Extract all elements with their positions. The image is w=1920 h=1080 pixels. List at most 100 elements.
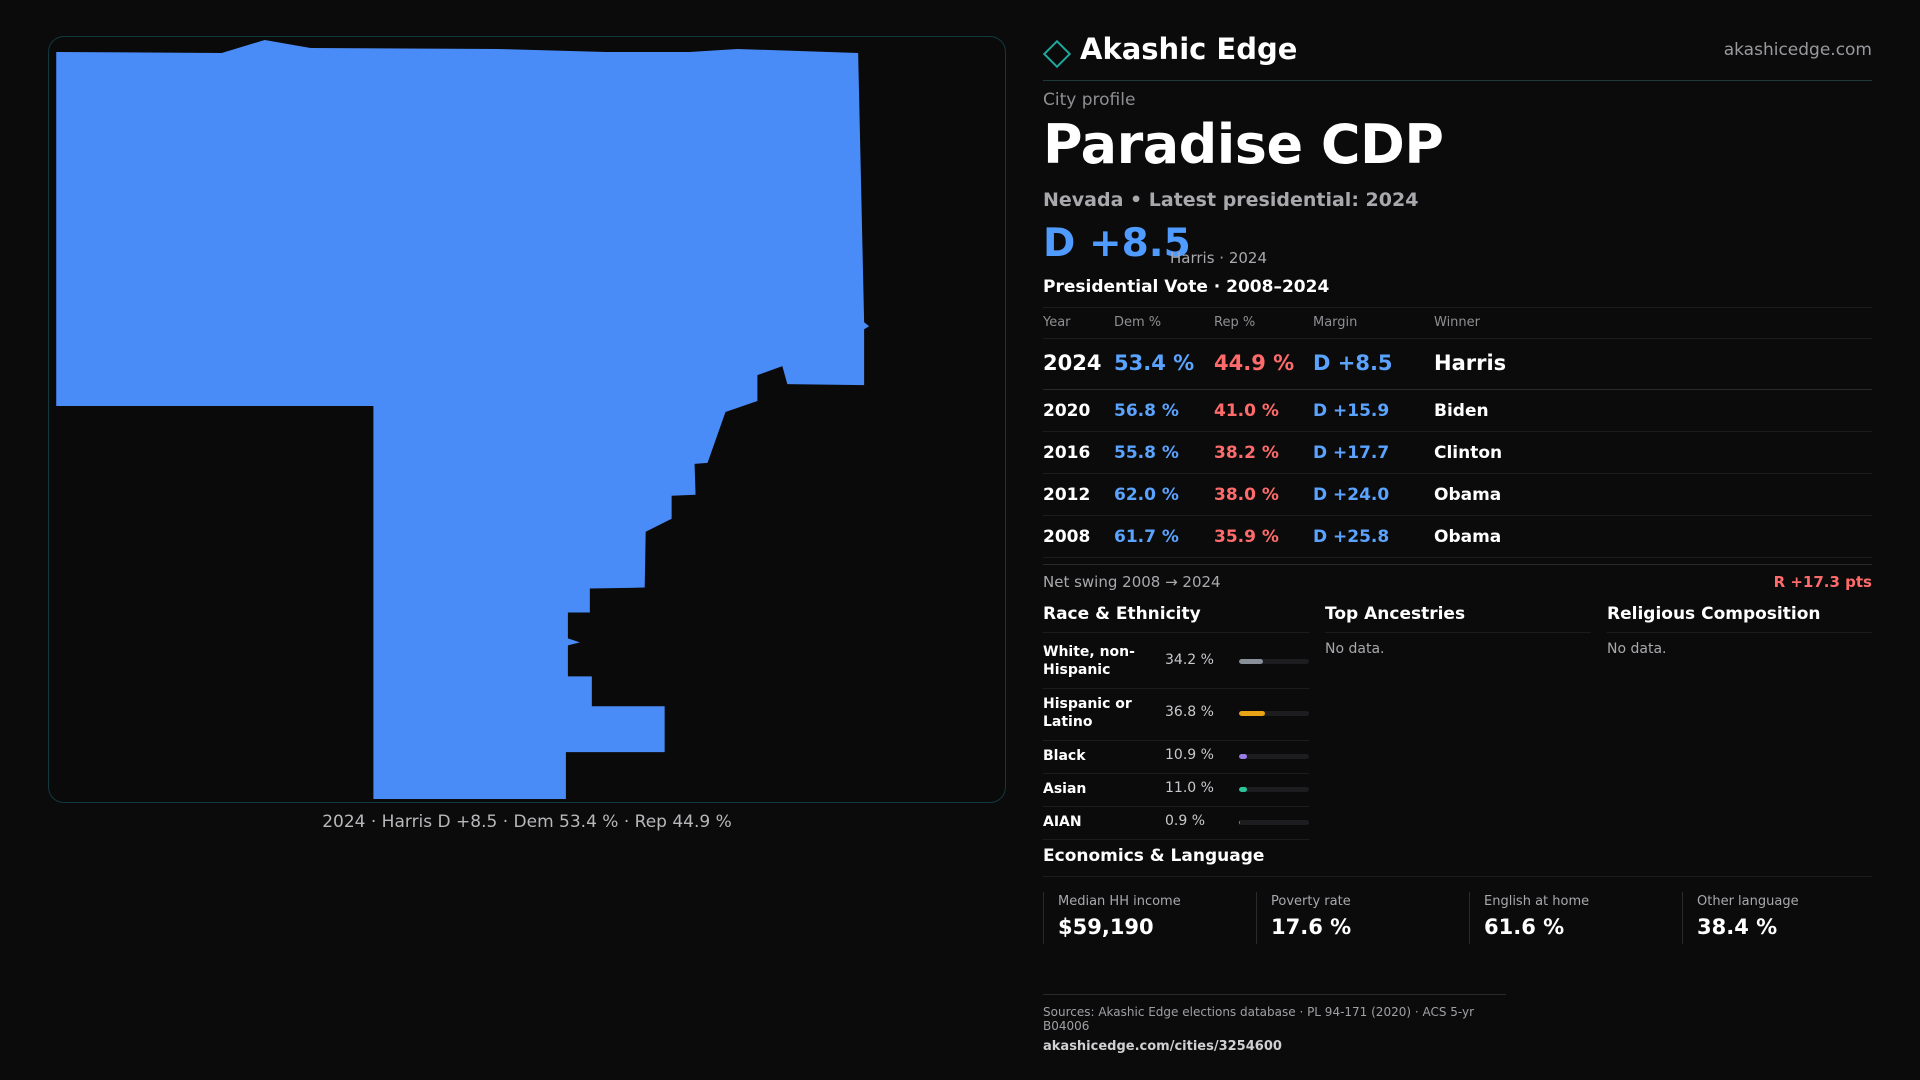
table-row: 2008 61.7 % 35.9 % D +25.8 Obama — [1043, 516, 1872, 558]
cell-winner: Biden — [1434, 401, 1489, 421]
race-label: AIAN — [1043, 814, 1082, 830]
cell-winner: Harris — [1434, 351, 1507, 375]
race-row-black: Black 10.9 % — [1043, 741, 1309, 774]
cell-year: 2008 — [1043, 527, 1091, 547]
cell-winner: Clinton — [1434, 443, 1503, 463]
race-bar — [1239, 787, 1309, 792]
city-boundary-shape — [56, 39, 870, 800]
cell-dem: 56.8 % — [1114, 401, 1179, 421]
econ-cell-poverty: Poverty rate 17.6 % — [1256, 892, 1469, 944]
race-bar-fill — [1239, 659, 1263, 664]
economics-section-title: Economics & Language — [1043, 846, 1265, 866]
race-bar-fill — [1239, 711, 1265, 716]
profile-subline: Nevada • Latest presidential: 2024 — [1043, 189, 1419, 211]
religion-section-header: Religious Composition — [1607, 600, 1872, 633]
race-bar — [1239, 659, 1309, 664]
latest-margin: D +8.5 — [1043, 221, 1191, 266]
econ-cell-other-language: Other language 38.4 % — [1682, 892, 1872, 944]
cell-margin: D +17.7 — [1313, 443, 1390, 463]
cell-margin: D +15.9 — [1313, 401, 1390, 421]
vote-section-title: Presidential Vote · 2008–2024 — [1043, 277, 1330, 297]
cell-year: 2024 — [1043, 351, 1102, 375]
source-url-link[interactable]: akashicedge.com/cities/3254600 — [1043, 1039, 1282, 1054]
cell-margin: D +25.8 — [1313, 527, 1390, 547]
race-row-asian: Asian 11.0 % — [1043, 774, 1309, 807]
race-section-header: Race & Ethnicity — [1043, 600, 1309, 633]
cell-margin: D +24.0 — [1313, 485, 1390, 505]
cell-dem: 62.0 % — [1114, 485, 1179, 505]
econ-label: Other language — [1697, 894, 1799, 909]
race-ethnicity-section: Race & Ethnicity White, non-Hispanic 34.… — [1043, 600, 1309, 840]
map-panel[interactable] — [48, 36, 1006, 803]
cell-rep: 38.0 % — [1214, 485, 1279, 505]
table-row: 2024 53.4 % 44.9 % D +8.5 Harris — [1043, 339, 1872, 390]
econ-label: Poverty rate — [1271, 894, 1351, 909]
table-header: Year Dem % Rep % Margin Winner — [1043, 307, 1872, 339]
race-bar-fill — [1239, 820, 1241, 825]
diamond-logo-icon — [1042, 39, 1072, 69]
race-pct: 11.0 % — [1165, 780, 1214, 796]
econ-cell-english: English at home 61.6 % — [1469, 892, 1682, 944]
header-year: Year — [1043, 315, 1071, 330]
sources-text: Sources: Akashic Edge elections database… — [1043, 1005, 1475, 1033]
religion-section: Religious Composition No data. — [1607, 600, 1872, 657]
race-bar-fill — [1239, 787, 1247, 792]
econ-value: $59,190 — [1058, 915, 1154, 939]
cell-dem: 53.4 % — [1114, 351, 1195, 375]
race-label: Black — [1043, 748, 1086, 764]
profile-panel: Akashic Edge akashicedge.com City profil… — [1042, 0, 1872, 1080]
cell-rep: 44.9 % — [1214, 351, 1295, 375]
race-bar — [1239, 711, 1309, 716]
econ-value: 38.4 % — [1697, 915, 1778, 939]
header-rep: Rep % — [1214, 315, 1256, 330]
presidential-vote-table: Year Dem % Rep % Margin Winner 2024 53.4… — [1043, 307, 1872, 558]
race-label: Asian — [1043, 781, 1087, 797]
net-swing-value: R +17.3 pts — [1773, 573, 1872, 591]
city-boundary-map — [56, 39, 870, 800]
profile-eyebrow: City profile — [1043, 90, 1136, 110]
religion-empty: No data. — [1607, 641, 1667, 657]
cell-rep: 35.9 % — [1214, 527, 1279, 547]
race-row-aian: AIAN 0.9 % — [1043, 807, 1309, 840]
table-row: 2020 56.8 % 41.0 % D +15.9 Biden — [1043, 390, 1872, 432]
cell-rep: 41.0 % — [1214, 401, 1279, 421]
econ-label: Median HH income — [1058, 894, 1181, 909]
race-pct: 10.9 % — [1165, 747, 1214, 763]
table-row: 2016 55.8 % 38.2 % D +17.7 Clinton — [1043, 432, 1872, 474]
page-title: Paradise CDP — [1043, 113, 1444, 176]
economics-section-header: Economics & Language — [1043, 842, 1872, 877]
cell-year: 2016 — [1043, 443, 1091, 463]
cell-margin: D +8.5 — [1313, 351, 1393, 375]
cell-winner: Obama — [1434, 527, 1502, 547]
table-row: 2012 62.0 % 38.0 % D +24.0 Obama — [1043, 474, 1872, 516]
race-row-white: White, non-Hispanic 34.2 % — [1043, 633, 1309, 689]
econ-value: 17.6 % — [1271, 915, 1352, 939]
sources-footer: Sources: Akashic Edge elections database… — [1043, 994, 1506, 1054]
header-winner: Winner — [1434, 315, 1481, 330]
cell-rep: 38.2 % — [1214, 443, 1279, 463]
cell-dem: 55.8 % — [1114, 443, 1179, 463]
cell-year: 2020 — [1043, 401, 1091, 421]
net-swing-row: Net swing 2008 → 2024 R +17.3 pts — [1043, 564, 1872, 601]
cell-dem: 61.7 % — [1114, 527, 1179, 547]
ancestries-section-header: Top Ancestries — [1325, 600, 1591, 633]
ancestries-section: Top Ancestries No data. — [1325, 600, 1591, 657]
economics-grid: Median HH income $59,190 Poverty rate 17… — [1043, 892, 1872, 944]
ancestries-section-title: Top Ancestries — [1325, 604, 1466, 624]
race-bar — [1239, 754, 1309, 759]
race-bar — [1239, 820, 1309, 825]
brand-name: Akashic Edge — [1080, 32, 1298, 66]
race-bar-fill — [1239, 754, 1247, 759]
brand-header: Akashic Edge akashicedge.com — [1042, 30, 1872, 81]
header-dem: Dem % — [1114, 315, 1162, 330]
econ-cell-income: Median HH income $59,190 — [1043, 892, 1256, 944]
econ-label: English at home — [1484, 894, 1590, 909]
brand-url-link[interactable]: akashicedge.com — [1723, 40, 1872, 60]
ancestries-empty: No data. — [1325, 641, 1385, 657]
map-caption: 2024 · Harris D +8.5 · Dem 53.4 % · Rep … — [322, 812, 732, 832]
religion-section-title: Religious Composition — [1607, 604, 1821, 624]
race-section-title: Race & Ethnicity — [1043, 604, 1201, 624]
cell-winner: Obama — [1434, 485, 1502, 505]
race-label: White, non-Hispanic — [1043, 644, 1135, 678]
race-label: Hispanic or Latino — [1043, 696, 1132, 730]
